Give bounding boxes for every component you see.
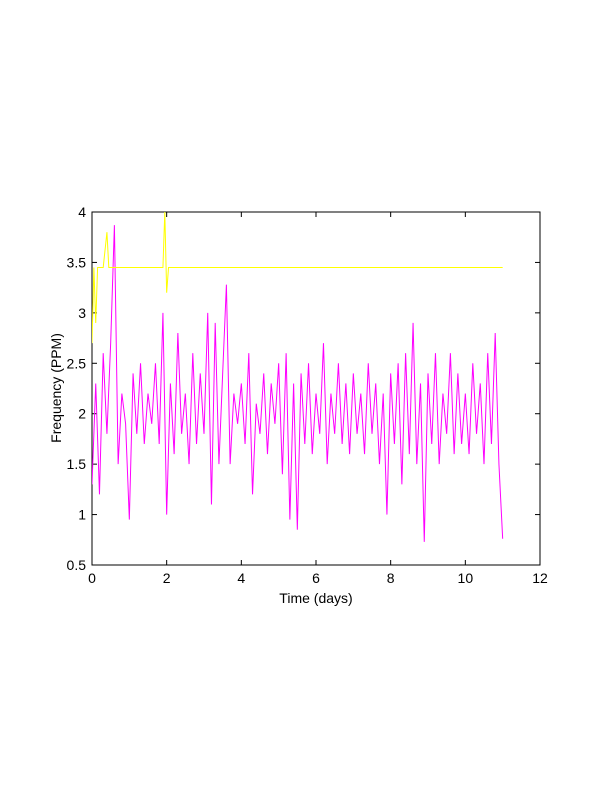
data-line <box>92 225 504 542</box>
y-tick-label: 3.5 <box>67 254 87 270</box>
x-tick-label: 12 <box>532 570 548 586</box>
x-tick-label: 4 <box>237 570 245 586</box>
plot-frame <box>91 211 541 566</box>
y-tick-label: 2.5 <box>67 355 87 371</box>
x-axis-label: Time (days) <box>279 590 352 606</box>
y-axis-label: Frequency (PPM) <box>48 333 64 443</box>
x-tick-label: 0 <box>88 570 96 586</box>
x-tick-label: 10 <box>458 570 474 586</box>
x-tick-label: 8 <box>387 570 395 586</box>
y-tick-label: 1 <box>78 507 86 523</box>
x-tick-label: 6 <box>312 570 320 586</box>
y-tick-label: 3 <box>78 305 86 321</box>
data-line <box>92 212 503 344</box>
y-tick-label: 0.5 <box>67 557 87 573</box>
y-tick-label: 1.5 <box>67 456 87 472</box>
x-tick-label: 2 <box>163 570 171 586</box>
y-tick-label: 4 <box>78 204 86 220</box>
y-tick-label: 2 <box>78 406 86 422</box>
